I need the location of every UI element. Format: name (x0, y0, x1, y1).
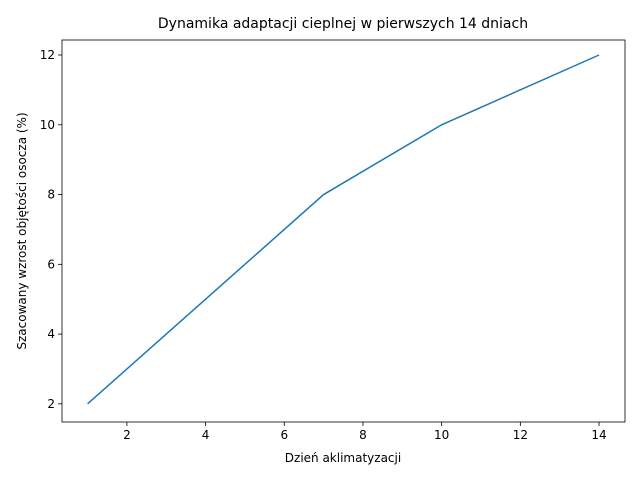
x-tick-label: 4 (202, 428, 210, 442)
y-tick-label: 12 (40, 48, 55, 62)
x-tick-label: 12 (513, 428, 528, 442)
y-tick-label: 2 (47, 397, 55, 411)
x-tick-label: 2 (123, 428, 131, 442)
plot-frame (61, 39, 626, 423)
x-tick-label: 10 (434, 428, 449, 442)
y-tick-label: 8 (47, 188, 55, 202)
chart-title: Dynamika adaptacji cieplnej w pierwszych… (158, 16, 528, 32)
x-tick-label: 8 (359, 428, 367, 442)
y-axis-label: Szacowany wzrost objętości osocza (%) (15, 112, 29, 349)
x-tick-label: 6 (280, 428, 288, 442)
y-tick-label: 4 (47, 327, 55, 341)
x-axis-label: Dzień aklimatyzacji (285, 451, 401, 465)
y-tick-label: 10 (40, 118, 55, 132)
line-series (87, 54, 600, 405)
x-tick-label: 14 (591, 428, 606, 442)
y-tick-label: 6 (47, 257, 55, 271)
